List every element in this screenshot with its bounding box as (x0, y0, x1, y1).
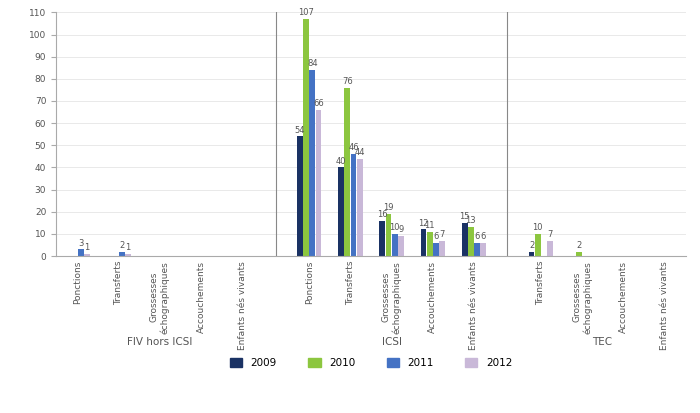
Text: 40: 40 (336, 157, 346, 166)
Text: 6: 6 (475, 232, 480, 241)
Bar (78, 249, 83, 256)
Text: 10: 10 (389, 223, 400, 232)
Bar (439, 240, 445, 256)
Legend: 2009, 2010, 2011, 2012: 2009, 2010, 2011, 2012 (225, 354, 517, 372)
Bar (351, 154, 356, 256)
Bar (344, 88, 350, 256)
Text: 44: 44 (354, 148, 365, 157)
Bar (84, 254, 90, 256)
Bar (576, 252, 582, 256)
Text: 76: 76 (342, 77, 353, 86)
Bar (379, 221, 385, 256)
Bar (297, 136, 303, 256)
Text: 107: 107 (298, 8, 314, 17)
Text: 11: 11 (424, 221, 435, 230)
Text: ICSI: ICSI (382, 337, 402, 347)
Bar (468, 227, 474, 256)
Text: 19: 19 (384, 203, 393, 212)
Bar (338, 167, 344, 256)
Text: 6: 6 (480, 232, 486, 241)
Text: 6: 6 (433, 232, 438, 241)
Bar (427, 232, 433, 256)
Bar (316, 110, 321, 256)
Text: 16: 16 (377, 210, 388, 219)
Text: 84: 84 (307, 59, 318, 68)
Text: 54: 54 (295, 126, 305, 135)
Bar (547, 240, 553, 256)
Bar (421, 230, 426, 256)
Bar (528, 252, 534, 256)
Text: 2: 2 (576, 241, 582, 250)
Bar (433, 243, 439, 256)
Bar (535, 234, 540, 256)
Text: TEC: TEC (593, 337, 612, 347)
Text: 2: 2 (529, 241, 534, 250)
Bar (303, 19, 309, 256)
Text: 7: 7 (547, 230, 553, 239)
Text: 9: 9 (398, 225, 403, 234)
Text: 10: 10 (533, 223, 543, 232)
Text: 3: 3 (78, 239, 83, 248)
Bar (474, 243, 480, 256)
Bar (480, 243, 486, 256)
Bar (462, 223, 468, 256)
Bar (386, 214, 391, 256)
Text: 66: 66 (313, 99, 324, 108)
Bar (119, 252, 125, 256)
Text: 12: 12 (419, 219, 428, 228)
Text: 15: 15 (459, 212, 470, 221)
Text: 2: 2 (119, 241, 125, 250)
Bar (125, 254, 131, 256)
Text: 13: 13 (466, 216, 476, 225)
Bar (309, 70, 315, 256)
Bar (392, 234, 398, 256)
Bar (398, 236, 404, 256)
Text: 1: 1 (84, 243, 90, 252)
Text: 7: 7 (440, 230, 444, 239)
Text: 46: 46 (348, 143, 359, 152)
Bar (357, 159, 363, 256)
Text: FIV hors ICSI: FIV hors ICSI (127, 337, 192, 347)
Text: 1: 1 (125, 243, 131, 252)
